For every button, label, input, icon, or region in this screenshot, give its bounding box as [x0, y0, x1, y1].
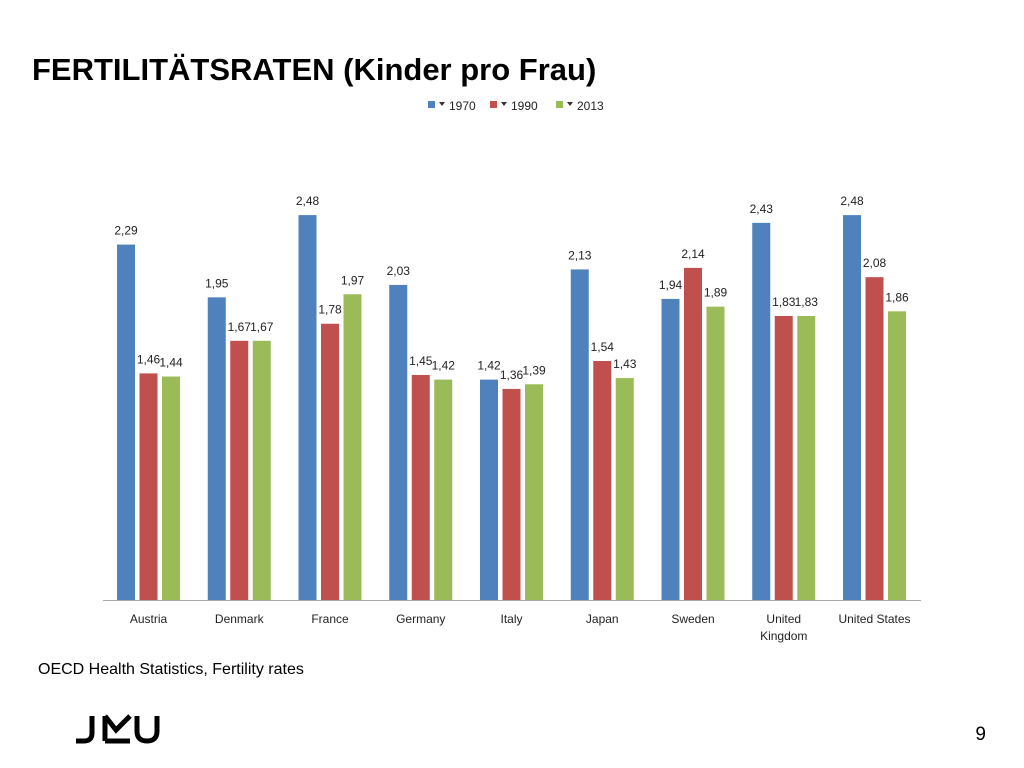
- bar: [615, 378, 634, 600]
- data-label: 1,83: [772, 295, 796, 309]
- bar: [252, 340, 271, 600]
- data-label: 2,08: [863, 256, 887, 270]
- bar: [230, 340, 249, 600]
- x-tick-label: Japan: [585, 612, 619, 626]
- source: OECD Health Statistics, Fertility rates: [38, 661, 304, 678]
- bar: [139, 373, 158, 600]
- bar: [525, 384, 543, 600]
- bar: [752, 222, 771, 600]
- legend-label: 1970: [449, 99, 476, 113]
- data-label: 1,44: [159, 356, 183, 370]
- x-tick-label: Germany: [396, 612, 446, 626]
- legend-label: 2013: [577, 99, 604, 113]
- data-label: 2,03: [387, 264, 411, 278]
- bar: [411, 374, 430, 600]
- bar: [865, 277, 884, 600]
- data-label: 1,67: [250, 320, 274, 334]
- legend-filter-icon: [567, 102, 573, 106]
- x-tick-label: Denmark: [214, 612, 264, 626]
- bar: [502, 388, 521, 600]
- bar: [389, 284, 408, 600]
- data-label: 1,36: [500, 368, 524, 382]
- data-label: 1,95: [205, 276, 229, 290]
- bar: [343, 294, 362, 600]
- bar: [843, 215, 861, 600]
- page-number: 9: [975, 724, 986, 745]
- legend-filter-icon: [501, 102, 507, 106]
- data-label: 2,29: [114, 224, 138, 238]
- bar: [434, 379, 453, 600]
- bar: [774, 315, 793, 600]
- bar: [298, 215, 317, 600]
- data-label: 2,14: [681, 247, 705, 261]
- x-tick-label: France: [311, 612, 349, 626]
- data-label: 1,39: [522, 363, 546, 377]
- bar: [162, 376, 180, 600]
- legend-swatch: [556, 101, 563, 108]
- x-tick-label: United Kingdom: [760, 612, 808, 643]
- bar: [117, 244, 135, 601]
- bar: [480, 379, 498, 600]
- data-label: 1,46: [137, 352, 161, 366]
- bar: [684, 267, 702, 600]
- legend-filter-icon: [439, 102, 445, 106]
- bar: [593, 360, 612, 600]
- bar: [570, 269, 589, 600]
- bar: [706, 306, 725, 600]
- data-label: 1,43: [613, 357, 637, 371]
- data-label: 1,89: [704, 286, 728, 300]
- data-label: 1,97: [341, 273, 365, 287]
- legend-label: 1990: [511, 99, 538, 113]
- x-tick-label: United States: [838, 612, 911, 626]
- logo: [76, 714, 160, 744]
- data-label: 1,45: [409, 354, 433, 368]
- x-tick-label: Italy: [500, 612, 523, 626]
- data-label: 1,86: [885, 290, 909, 304]
- data-label: 1,42: [477, 359, 501, 373]
- bar: [661, 298, 680, 600]
- data-label: 2,13: [568, 248, 592, 262]
- data-label: 2,48: [296, 194, 320, 208]
- legend-swatch: [428, 101, 435, 108]
- bar: [797, 315, 816, 600]
- bar: [888, 311, 906, 600]
- data-label: 1,83: [795, 295, 819, 309]
- x-tick-label: Austria: [129, 612, 168, 626]
- legend-swatch: [490, 101, 497, 108]
- data-label: 1,78: [318, 303, 342, 317]
- chart-title: FERTILITÄTSRATEN (Kinder pro Frau): [32, 52, 596, 87]
- bar: [321, 323, 339, 600]
- data-label: 1,67: [228, 320, 252, 334]
- bar: [207, 297, 226, 600]
- data-label: 1,54: [591, 340, 615, 354]
- x-tick-label: Sweden: [671, 612, 715, 626]
- data-label: 2,48: [840, 194, 864, 208]
- data-label: 1,42: [432, 359, 456, 373]
- data-label: 2,43: [750, 202, 774, 216]
- data-label: 1,94: [659, 278, 683, 292]
